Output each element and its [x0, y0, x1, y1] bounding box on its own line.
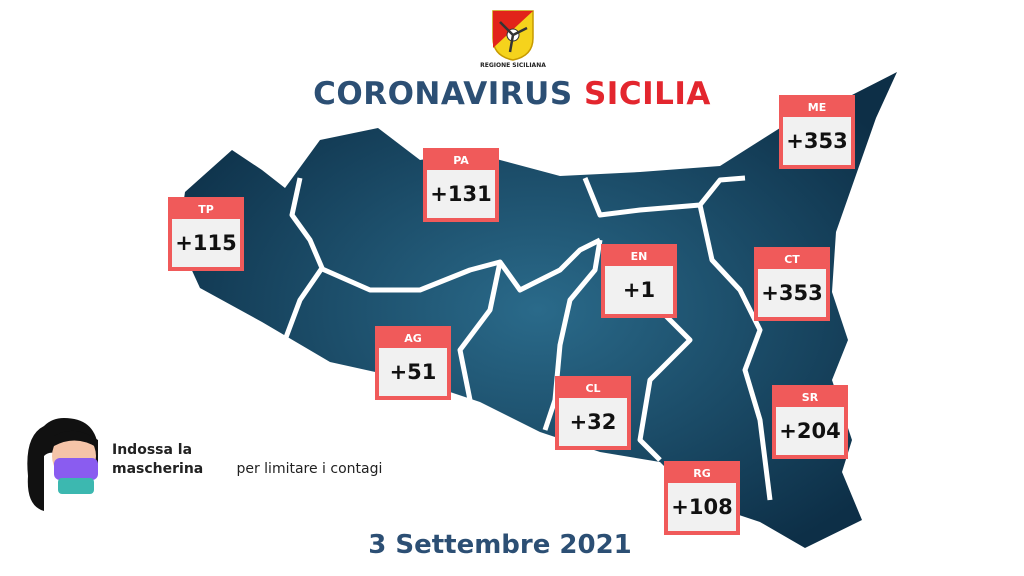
province-value: +204: [776, 407, 844, 455]
province-code: RG: [693, 467, 711, 480]
province-value: +115: [172, 219, 240, 267]
island-shape: [178, 72, 897, 548]
mask-message-rest: per limitare i contagi: [236, 461, 383, 477]
province-code: TP: [198, 203, 214, 216]
date-label: 3 Settembre 2021: [368, 530, 632, 560]
province-box-en: EN +1: [601, 244, 677, 318]
province-box-ct: CT +353: [754, 247, 830, 321]
coat-of-arms-logo: [488, 8, 538, 66]
province-value: +353: [783, 117, 851, 165]
mask-message: Indossa la mascherina per limitare i con…: [112, 441, 382, 479]
province-value: +32: [559, 398, 627, 446]
province-box-rg: RG +108: [664, 461, 740, 535]
province-box-me: ME +353: [779, 95, 855, 169]
title-sicilia: SICILIA: [583, 76, 711, 112]
logo-caption: REGIONE SICILIANA: [480, 62, 546, 69]
province-box-ag: AG +51: [375, 326, 451, 400]
province-box-pa: PA +131: [423, 148, 499, 222]
province-borders: [282, 175, 773, 501]
title-coronavirus: CORONAVIRUS: [313, 76, 573, 112]
province-code: SR: [801, 391, 819, 404]
woman-with-mask-icon: [27, 418, 98, 511]
province-code: CT: [784, 253, 800, 266]
mask-message-bold: Indossa la mascherina: [112, 442, 204, 477]
province-value: +1: [605, 266, 673, 314]
trinacria-icon: [492, 10, 534, 61]
page-title: CORONAVIRUS SICILIA: [0, 76, 1024, 112]
province-value: +353: [758, 269, 826, 317]
province-box-sr: SR +204: [772, 385, 848, 459]
province-code: CL: [585, 382, 601, 395]
province-code: AG: [404, 332, 422, 345]
province-value: +51: [379, 348, 447, 396]
province-code: ME: [807, 101, 827, 114]
province-code: PA: [453, 154, 469, 167]
province-box-tp: TP +115: [168, 197, 244, 271]
province-box-cl: CL +32: [555, 376, 631, 450]
province-code: EN: [630, 250, 648, 263]
province-value: +131: [427, 170, 495, 218]
province-value: +108: [668, 483, 736, 531]
